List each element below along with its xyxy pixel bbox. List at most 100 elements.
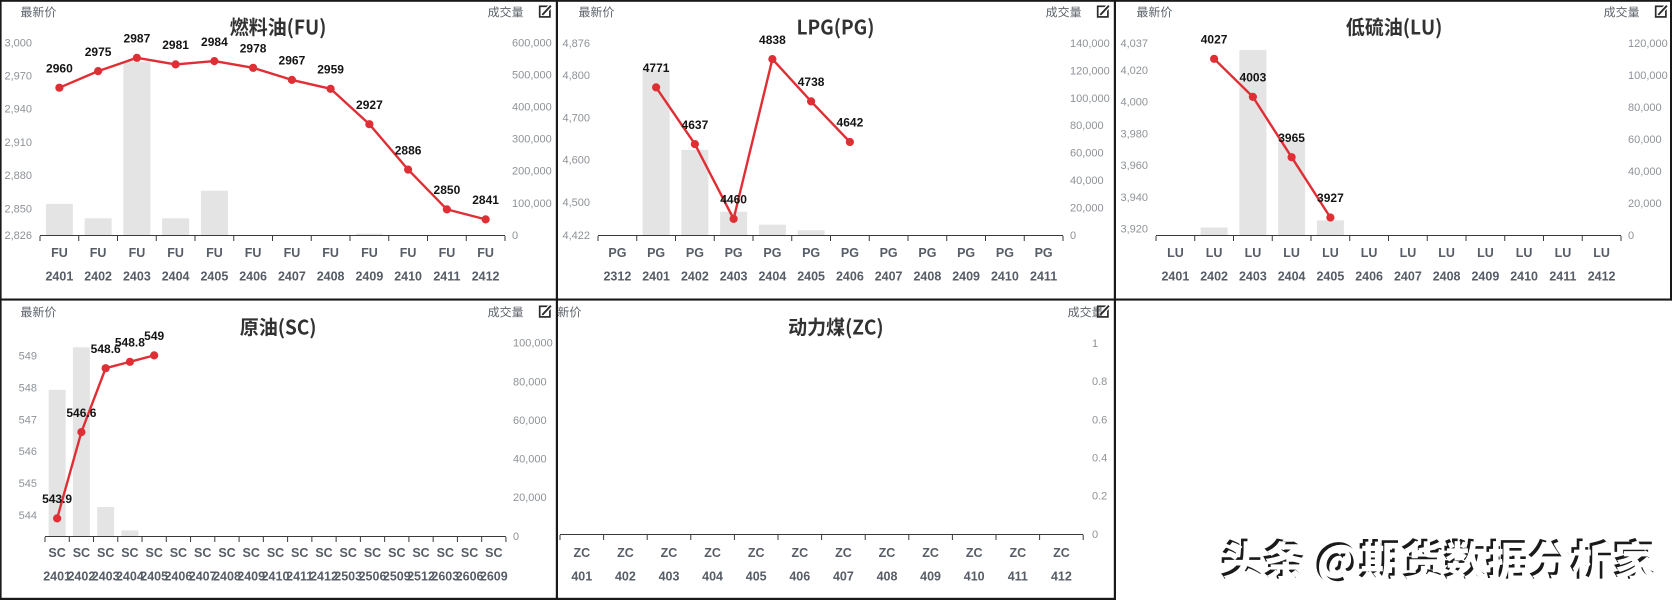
svg-text:2408: 2408 (1433, 269, 1461, 283)
svg-text:20,000: 20,000 (1070, 203, 1104, 215)
svg-text:548: 548 (19, 382, 37, 394)
svg-text:2404: 2404 (162, 269, 190, 283)
svg-text:2603: 2603 (431, 569, 459, 583)
svg-text:LU: LU (1361, 246, 1378, 260)
svg-text:543.9: 543.9 (42, 492, 72, 506)
svg-text:2405: 2405 (140, 569, 168, 583)
svg-text:2411: 2411 (286, 569, 313, 583)
svg-text:PG: PG (918, 246, 936, 260)
svg-text:80,000: 80,000 (513, 376, 547, 388)
svg-text:4,000: 4,000 (1120, 97, 1148, 109)
svg-text:SC: SC (315, 546, 332, 560)
svg-text:LU: LU (1438, 246, 1455, 260)
svg-text:ZC: ZC (791, 546, 808, 560)
svg-text:PG: PG (763, 246, 781, 260)
svg-text:FU: FU (477, 246, 494, 260)
svg-text:ZC: ZC (1009, 546, 1026, 560)
svg-text:2927: 2927 (356, 98, 383, 112)
svg-text:3927: 3927 (1317, 191, 1344, 205)
svg-text:40,000: 40,000 (513, 454, 547, 466)
svg-text:2,850: 2,850 (4, 203, 32, 215)
svg-text:ZC: ZC (922, 546, 939, 560)
svg-text:120,000: 120,000 (1070, 65, 1110, 77)
svg-text:2,910: 2,910 (4, 137, 32, 149)
svg-text:2984: 2984 (201, 35, 228, 49)
svg-text:2410: 2410 (262, 569, 290, 583)
svg-text:20,000: 20,000 (513, 492, 547, 504)
svg-text:LU: LU (1245, 246, 1262, 260)
svg-text:300,000: 300,000 (512, 134, 552, 146)
svg-text:2506: 2506 (359, 569, 387, 583)
svg-text:40,000: 40,000 (1628, 166, 1662, 178)
svg-text:PG: PG (686, 246, 704, 260)
svg-text:2409: 2409 (355, 269, 383, 283)
svg-text:2403: 2403 (123, 269, 151, 283)
svg-text:2410: 2410 (1510, 269, 1538, 283)
svg-text:2405: 2405 (1316, 269, 1344, 283)
svg-text:0.4: 0.4 (1092, 453, 1107, 465)
svg-text:FU: FU (361, 246, 378, 260)
svg-text:2,940: 2,940 (4, 104, 32, 116)
svg-text:SC: SC (73, 546, 90, 560)
svg-text:2404: 2404 (116, 569, 144, 583)
svg-text:2407: 2407 (189, 569, 217, 583)
svg-text:2411: 2411 (433, 269, 460, 283)
svg-text:2509: 2509 (383, 569, 411, 583)
svg-text:406: 406 (789, 569, 810, 583)
svg-text:2967: 2967 (279, 54, 306, 68)
svg-text:PG: PG (725, 246, 743, 260)
svg-text:3,920: 3,920 (1120, 224, 1148, 236)
svg-text:0.2: 0.2 (1092, 491, 1107, 503)
svg-text:2312: 2312 (603, 269, 631, 283)
svg-text:2402: 2402 (681, 269, 709, 283)
svg-text:2987: 2987 (124, 32, 151, 46)
svg-text:2401: 2401 (1161, 269, 1189, 283)
svg-text:SC: SC (485, 546, 502, 560)
svg-text:0: 0 (1092, 529, 1098, 541)
svg-text:4738: 4738 (798, 75, 825, 89)
svg-text:FU: FU (284, 246, 301, 260)
svg-text:ZC: ZC (879, 546, 896, 560)
svg-text:4,800: 4,800 (562, 70, 590, 82)
svg-text:FU: FU (322, 246, 339, 260)
svg-text:2,970: 2,970 (4, 71, 32, 83)
svg-text:2407: 2407 (1394, 269, 1422, 283)
svg-text:60,000: 60,000 (1628, 134, 1662, 146)
svg-text:2404: 2404 (1278, 269, 1306, 283)
svg-text:547: 547 (19, 414, 37, 426)
svg-text:SC: SC (364, 546, 381, 560)
svg-text:4642: 4642 (837, 116, 864, 130)
svg-text:2401: 2401 (642, 269, 670, 283)
svg-text:2410: 2410 (394, 269, 422, 283)
svg-text:2408: 2408 (913, 269, 941, 283)
svg-text:PG: PG (1035, 246, 1053, 260)
svg-text:4,037: 4,037 (1120, 38, 1148, 50)
svg-text:40,000: 40,000 (1070, 175, 1104, 187)
svg-text:2886: 2886 (395, 143, 422, 157)
svg-text:2403: 2403 (92, 569, 120, 583)
svg-text:2406: 2406 (239, 269, 267, 283)
svg-text:4,600: 4,600 (562, 155, 590, 167)
svg-text:ZC: ZC (704, 546, 721, 560)
svg-text:2512: 2512 (407, 569, 435, 583)
svg-text:500,000: 500,000 (512, 69, 552, 81)
svg-text:FU: FU (400, 246, 417, 260)
svg-text:SC: SC (121, 546, 138, 560)
svg-text:PG: PG (841, 246, 859, 260)
svg-text:2,826: 2,826 (4, 230, 32, 242)
svg-text:404: 404 (702, 569, 723, 583)
svg-text:2406: 2406 (836, 269, 864, 283)
svg-text:2402: 2402 (1200, 269, 1228, 283)
svg-text:FU: FU (206, 246, 223, 260)
svg-text:2403: 2403 (720, 269, 748, 283)
svg-text:100,000: 100,000 (1628, 70, 1668, 82)
svg-text:2978: 2978 (240, 42, 267, 56)
svg-text:FU: FU (167, 246, 184, 260)
svg-text:411: 411 (1008, 569, 1028, 583)
svg-text:ZC: ZC (1053, 546, 1070, 560)
svg-text:FU: FU (129, 246, 146, 260)
svg-text:PG: PG (608, 246, 626, 260)
svg-text:2405: 2405 (797, 269, 825, 283)
svg-text:403: 403 (659, 569, 680, 583)
svg-text:80,000: 80,000 (1070, 120, 1104, 132)
